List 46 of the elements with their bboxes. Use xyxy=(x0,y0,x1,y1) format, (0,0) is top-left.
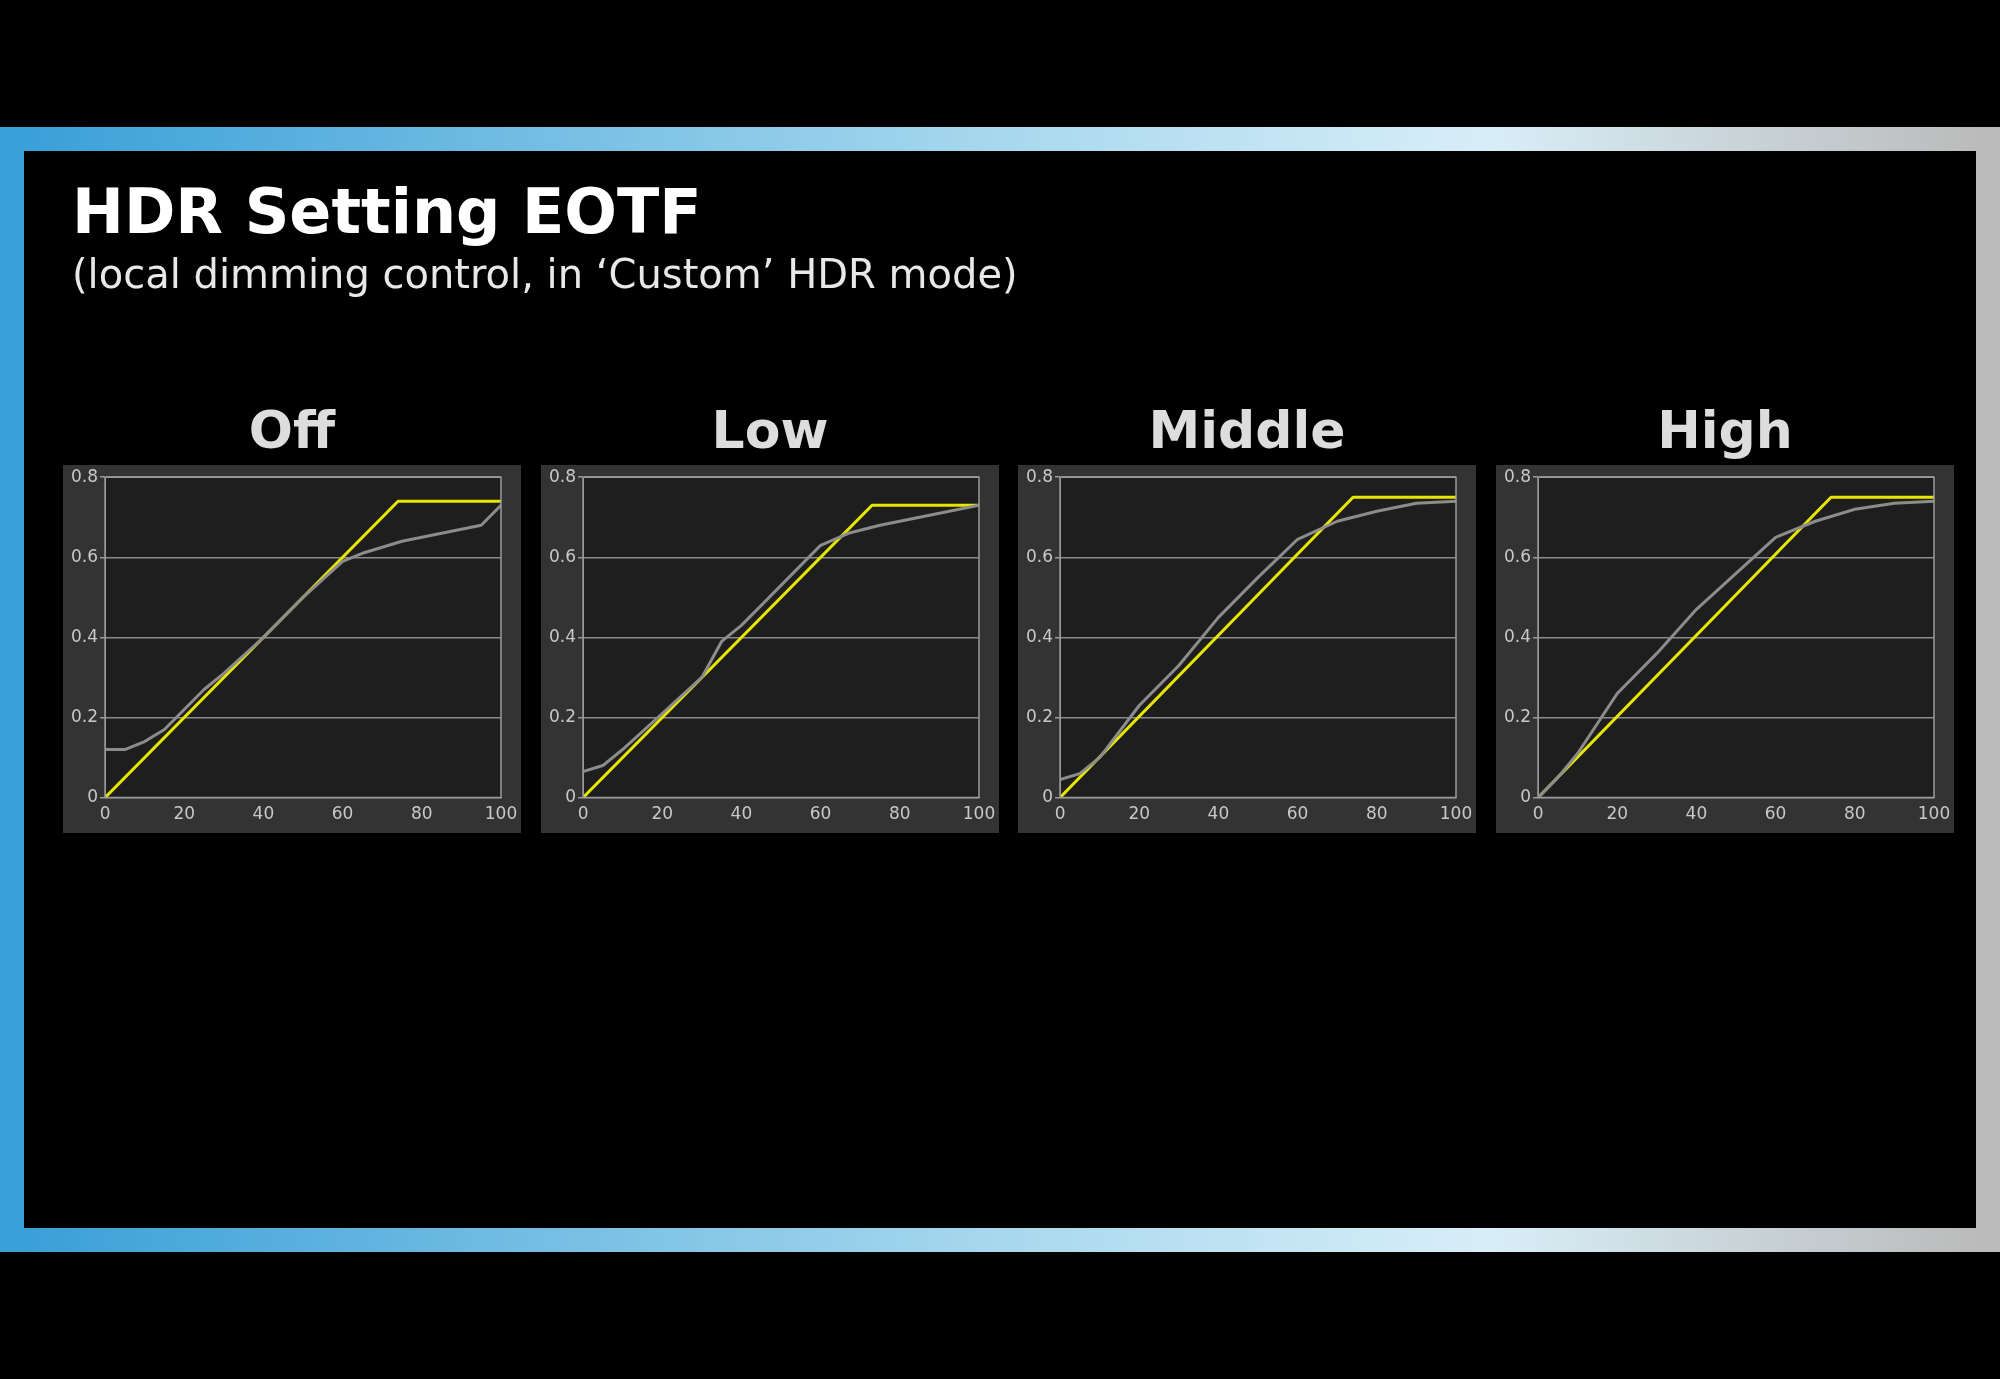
x-tick-label: 40 xyxy=(730,803,753,824)
text: (local dimming control, in ‘Custom’ HDR mode) xyxy=(72,250,1018,299)
y-tick-label: 0.8 xyxy=(1503,465,1532,486)
x-tick-label: 20 xyxy=(173,803,196,824)
x-tick-label: 100 xyxy=(1439,803,1473,824)
x-tick-label: 100 xyxy=(484,803,518,824)
x-tick-label: 60 xyxy=(1764,803,1787,824)
x-tick-label: 20 xyxy=(651,803,674,824)
x-tick-label: 80 xyxy=(1843,803,1866,824)
y-tick-label: 0.6 xyxy=(70,545,99,566)
y-tick-label: 0.4 xyxy=(548,625,577,646)
chart-title: Middle xyxy=(1147,399,1347,462)
text: HDR Setting EOTF xyxy=(72,175,703,249)
x-tick-label: 40 xyxy=(1207,803,1230,824)
x-tick-label: 40 xyxy=(252,803,275,824)
x-tick-label: 60 xyxy=(1286,803,1309,824)
y-tick-label: 0.2 xyxy=(548,705,577,726)
x-tick-label: 80 xyxy=(410,803,433,824)
x-tick-label: 20 xyxy=(1606,803,1629,824)
y-tick-label: 0.6 xyxy=(548,545,577,566)
x-tick-label: 40 xyxy=(1685,803,1708,824)
y-tick-label: 0.6 xyxy=(1503,545,1532,566)
y-tick-label: 0.4 xyxy=(70,625,99,646)
y-tick-label: 0.8 xyxy=(70,465,99,486)
x-tick-label: 60 xyxy=(331,803,354,824)
chart-title: High xyxy=(1656,399,1794,462)
y-tick-label: 0 xyxy=(1520,786,1532,807)
y-tick-label: 0.4 xyxy=(1025,625,1054,646)
y-tick-label: 0.2 xyxy=(1025,705,1054,726)
chart-title: Low xyxy=(710,399,830,462)
y-tick-label: 0.6 xyxy=(1025,545,1054,566)
x-tick-label: 80 xyxy=(1365,803,1388,824)
x-tick-label: 100 xyxy=(1917,803,1951,824)
y-tick-label: 0.2 xyxy=(70,705,99,726)
y-tick-label: 0.2 xyxy=(1503,705,1532,726)
y-tick-label: 0.8 xyxy=(1025,465,1054,486)
x-tick-label: 20 xyxy=(1128,803,1151,824)
y-tick-label: 0.4 xyxy=(1503,625,1532,646)
chart-title: Off xyxy=(247,399,337,462)
y-tick-label: 0.8 xyxy=(548,465,577,486)
x-tick-label: 100 xyxy=(962,803,996,824)
x-tick-label: 80 xyxy=(888,803,911,824)
x-tick-label: 60 xyxy=(809,803,832,824)
y-tick-label: 0 xyxy=(565,786,577,807)
y-tick-label: 0 xyxy=(1042,786,1054,807)
y-tick-label: 0 xyxy=(87,786,99,807)
